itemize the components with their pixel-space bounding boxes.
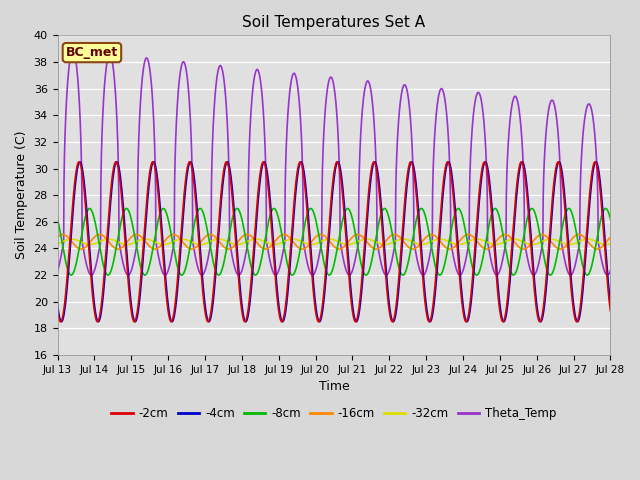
- -16cm: [120, 243, 127, 249]
- -32cm: [86, 241, 94, 247]
- -16cm: [59, 231, 67, 237]
- Line: Theta_Temp: Theta_Temp: [58, 50, 611, 275]
- -8cm: [67, 272, 75, 278]
- Theta_Temp: [607, 268, 614, 274]
- -32cm: [120, 241, 128, 247]
- -16cm: [226, 246, 234, 252]
- -32cm: [436, 236, 444, 242]
- -8cm: [89, 210, 97, 216]
- Theta_Temp: [69, 48, 77, 53]
- -16cm: [607, 234, 614, 240]
- Theta_Temp: [226, 240, 234, 246]
- -32cm: [481, 238, 489, 244]
- -2cm: [436, 220, 444, 226]
- -4cm: [436, 232, 444, 238]
- -32cm: [120, 241, 127, 247]
- -32cm: [226, 240, 234, 245]
- -16cm: [120, 242, 128, 248]
- -2cm: [481, 159, 489, 165]
- -4cm: [54, 301, 61, 307]
- -2cm: [607, 308, 614, 314]
- Theta_Temp: [120, 263, 127, 268]
- Line: -32cm: -32cm: [58, 239, 611, 244]
- X-axis label: Time: Time: [319, 380, 349, 393]
- Line: -8cm: -8cm: [58, 208, 611, 275]
- -8cm: [120, 208, 128, 214]
- -2cm: [89, 294, 97, 300]
- -2cm: [120, 218, 127, 224]
- -32cm: [68, 236, 76, 242]
- Y-axis label: Soil Temperature (C): Soil Temperature (C): [15, 131, 28, 259]
- -16cm: [436, 238, 444, 244]
- -4cm: [226, 165, 234, 171]
- Theta_Temp: [89, 271, 97, 277]
- Text: BC_met: BC_met: [66, 46, 118, 59]
- Theta_Temp: [481, 131, 489, 136]
- -8cm: [226, 228, 234, 234]
- Title: Soil Temperatures Set A: Soil Temperatures Set A: [243, 15, 426, 30]
- Theta_Temp: [88, 272, 95, 278]
- -2cm: [54, 308, 61, 314]
- Theta_Temp: [54, 268, 61, 274]
- -2cm: [75, 159, 83, 165]
- Theta_Temp: [436, 88, 444, 94]
- -4cm: [76, 159, 84, 165]
- Theta_Temp: [120, 265, 128, 271]
- -16cm: [89, 236, 97, 242]
- -4cm: [607, 301, 614, 307]
- -8cm: [481, 245, 489, 251]
- -4cm: [120, 207, 127, 213]
- -32cm: [54, 241, 61, 247]
- Legend: -2cm, -4cm, -8cm, -16cm, -32cm, Theta_Temp: -2cm, -4cm, -8cm, -16cm, -32cm, Theta_Te…: [107, 402, 561, 425]
- -4cm: [89, 285, 97, 290]
- -8cm: [54, 216, 61, 222]
- -8cm: [120, 210, 127, 216]
- Line: -16cm: -16cm: [58, 234, 611, 249]
- -2cm: [57, 319, 65, 324]
- -8cm: [607, 216, 614, 222]
- -32cm: [89, 241, 97, 247]
- -16cm: [54, 234, 61, 240]
- Line: -2cm: -2cm: [58, 162, 611, 322]
- -8cm: [86, 205, 93, 211]
- -2cm: [120, 228, 128, 234]
- -16cm: [77, 246, 85, 252]
- -4cm: [120, 217, 128, 223]
- -32cm: [607, 241, 614, 247]
- -8cm: [436, 272, 444, 278]
- -4cm: [481, 159, 489, 165]
- -4cm: [58, 319, 65, 324]
- -2cm: [226, 171, 234, 177]
- Line: -4cm: -4cm: [58, 162, 611, 322]
- -16cm: [481, 246, 489, 252]
